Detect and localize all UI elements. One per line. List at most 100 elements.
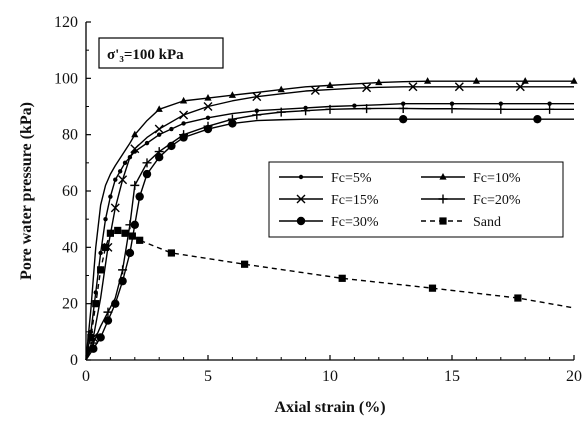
x-ticks: 0 5 10 15 20: [82, 355, 582, 385]
data-point: [154, 124, 164, 134]
data-point: [399, 114, 408, 124]
data-point: [136, 236, 144, 244]
y-tick-label: 20: [62, 296, 78, 313]
data-point: [277, 85, 285, 93]
legend-label: Fc=5%: [331, 171, 372, 186]
data-point: [352, 103, 357, 108]
data-point: [179, 133, 188, 142]
legend-item: Sand: [421, 215, 501, 230]
data-point: [110, 203, 120, 213]
annotation-frame: [98, 37, 224, 69]
data-point: [128, 232, 136, 240]
data-point: [130, 220, 139, 229]
data-point: [296, 216, 306, 226]
data-point: [228, 119, 237, 128]
y-axis-title: Pore water pressure (kPa): [18, 102, 35, 280]
data-point: [401, 101, 406, 106]
data-point: [252, 110, 262, 120]
legend-item: Fc=10%: [421, 171, 521, 186]
data-point: [570, 77, 578, 84]
data-point: [205, 115, 211, 120]
data-point: [547, 101, 552, 106]
data-point: [301, 106, 311, 116]
legend-item: Fc=15%: [279, 193, 379, 208]
series-line: [85, 229, 575, 361]
data-point: [125, 248, 135, 258]
data-point: [103, 316, 113, 325]
data-point: [454, 82, 464, 92]
y-tick-label: 40: [62, 239, 78, 256]
data-point: [144, 140, 150, 146]
x-tick-label: 15: [444, 368, 460, 385]
data-point: [122, 160, 128, 166]
data-point: [118, 175, 128, 185]
data-point: [228, 91, 236, 98]
annotation-box: σ'₃=100 kPa: [98, 37, 224, 69]
data-point: [545, 104, 555, 114]
data-point: [169, 126, 174, 132]
legend-label: Fc=20%: [473, 193, 521, 208]
data-point: [101, 243, 110, 251]
data-point: [131, 130, 139, 138]
data-point: [117, 169, 123, 174]
data-point: [362, 104, 372, 114]
data-point: [375, 78, 383, 86]
legend-label: Fc=30%: [331, 215, 379, 230]
x-tick-label: 5: [204, 368, 212, 385]
legend-item: Fc=5%: [279, 171, 372, 186]
data-point: [181, 121, 186, 126]
data-point: [521, 77, 529, 84]
legend: Fc=5% Fc=10% Fc=15% Fc=20% Fc=30% Sand: [268, 161, 564, 238]
data-point: [118, 276, 127, 286]
data-point: [439, 217, 447, 225]
data-point: [408, 82, 418, 92]
data-point: [438, 194, 448, 204]
series-sand: [85, 226, 575, 361]
data-point: [130, 180, 140, 190]
data-point: [142, 169, 152, 179]
data-point: [180, 96, 188, 104]
data-point: [428, 284, 437, 292]
legend-item: Fc=20%: [421, 193, 521, 208]
data-point: [424, 77, 432, 84]
x-tick-label: 10: [322, 368, 338, 385]
data-point: [167, 249, 175, 257]
data-point: [498, 101, 503, 106]
data-point: [155, 105, 163, 112]
data-point: [97, 266, 105, 274]
data-point: [157, 132, 162, 137]
data-point: [203, 102, 213, 111]
x-tick-label: 20: [566, 368, 582, 385]
data-point: [496, 104, 506, 114]
data-point: [447, 104, 457, 114]
y-ticks: 0 20 40 60 80 100 120: [54, 14, 91, 369]
data-point: [142, 158, 152, 168]
data-point: [310, 85, 320, 95]
data-point: [241, 260, 249, 268]
data-point: [114, 226, 122, 235]
data-point: [92, 300, 100, 308]
data-point: [515, 82, 525, 92]
legend-label: Fc=10%: [473, 171, 521, 186]
series-line: [85, 107, 574, 361]
data-point: [514, 294, 522, 302]
data-point: [87, 333, 95, 342]
data-point: [155, 153, 164, 162]
data-point: [325, 104, 335, 114]
y-tick-label: 0: [70, 352, 78, 369]
legend-label: Fc=15%: [331, 193, 379, 208]
data-point: [89, 344, 98, 353]
legend-item: Fc=30%: [279, 215, 379, 230]
data-point: [398, 103, 408, 113]
data-point: [135, 192, 144, 201]
data-point: [108, 194, 113, 199]
data-point: [298, 174, 304, 180]
annotation-text: σ'₃=100 kPa: [107, 47, 184, 63]
y-tick-label: 120: [54, 14, 78, 31]
data-point: [439, 173, 447, 180]
y-tick-label: 100: [54, 70, 78, 87]
data-point: [121, 229, 129, 237]
data-point: [472, 77, 480, 84]
data-point: [130, 144, 140, 154]
